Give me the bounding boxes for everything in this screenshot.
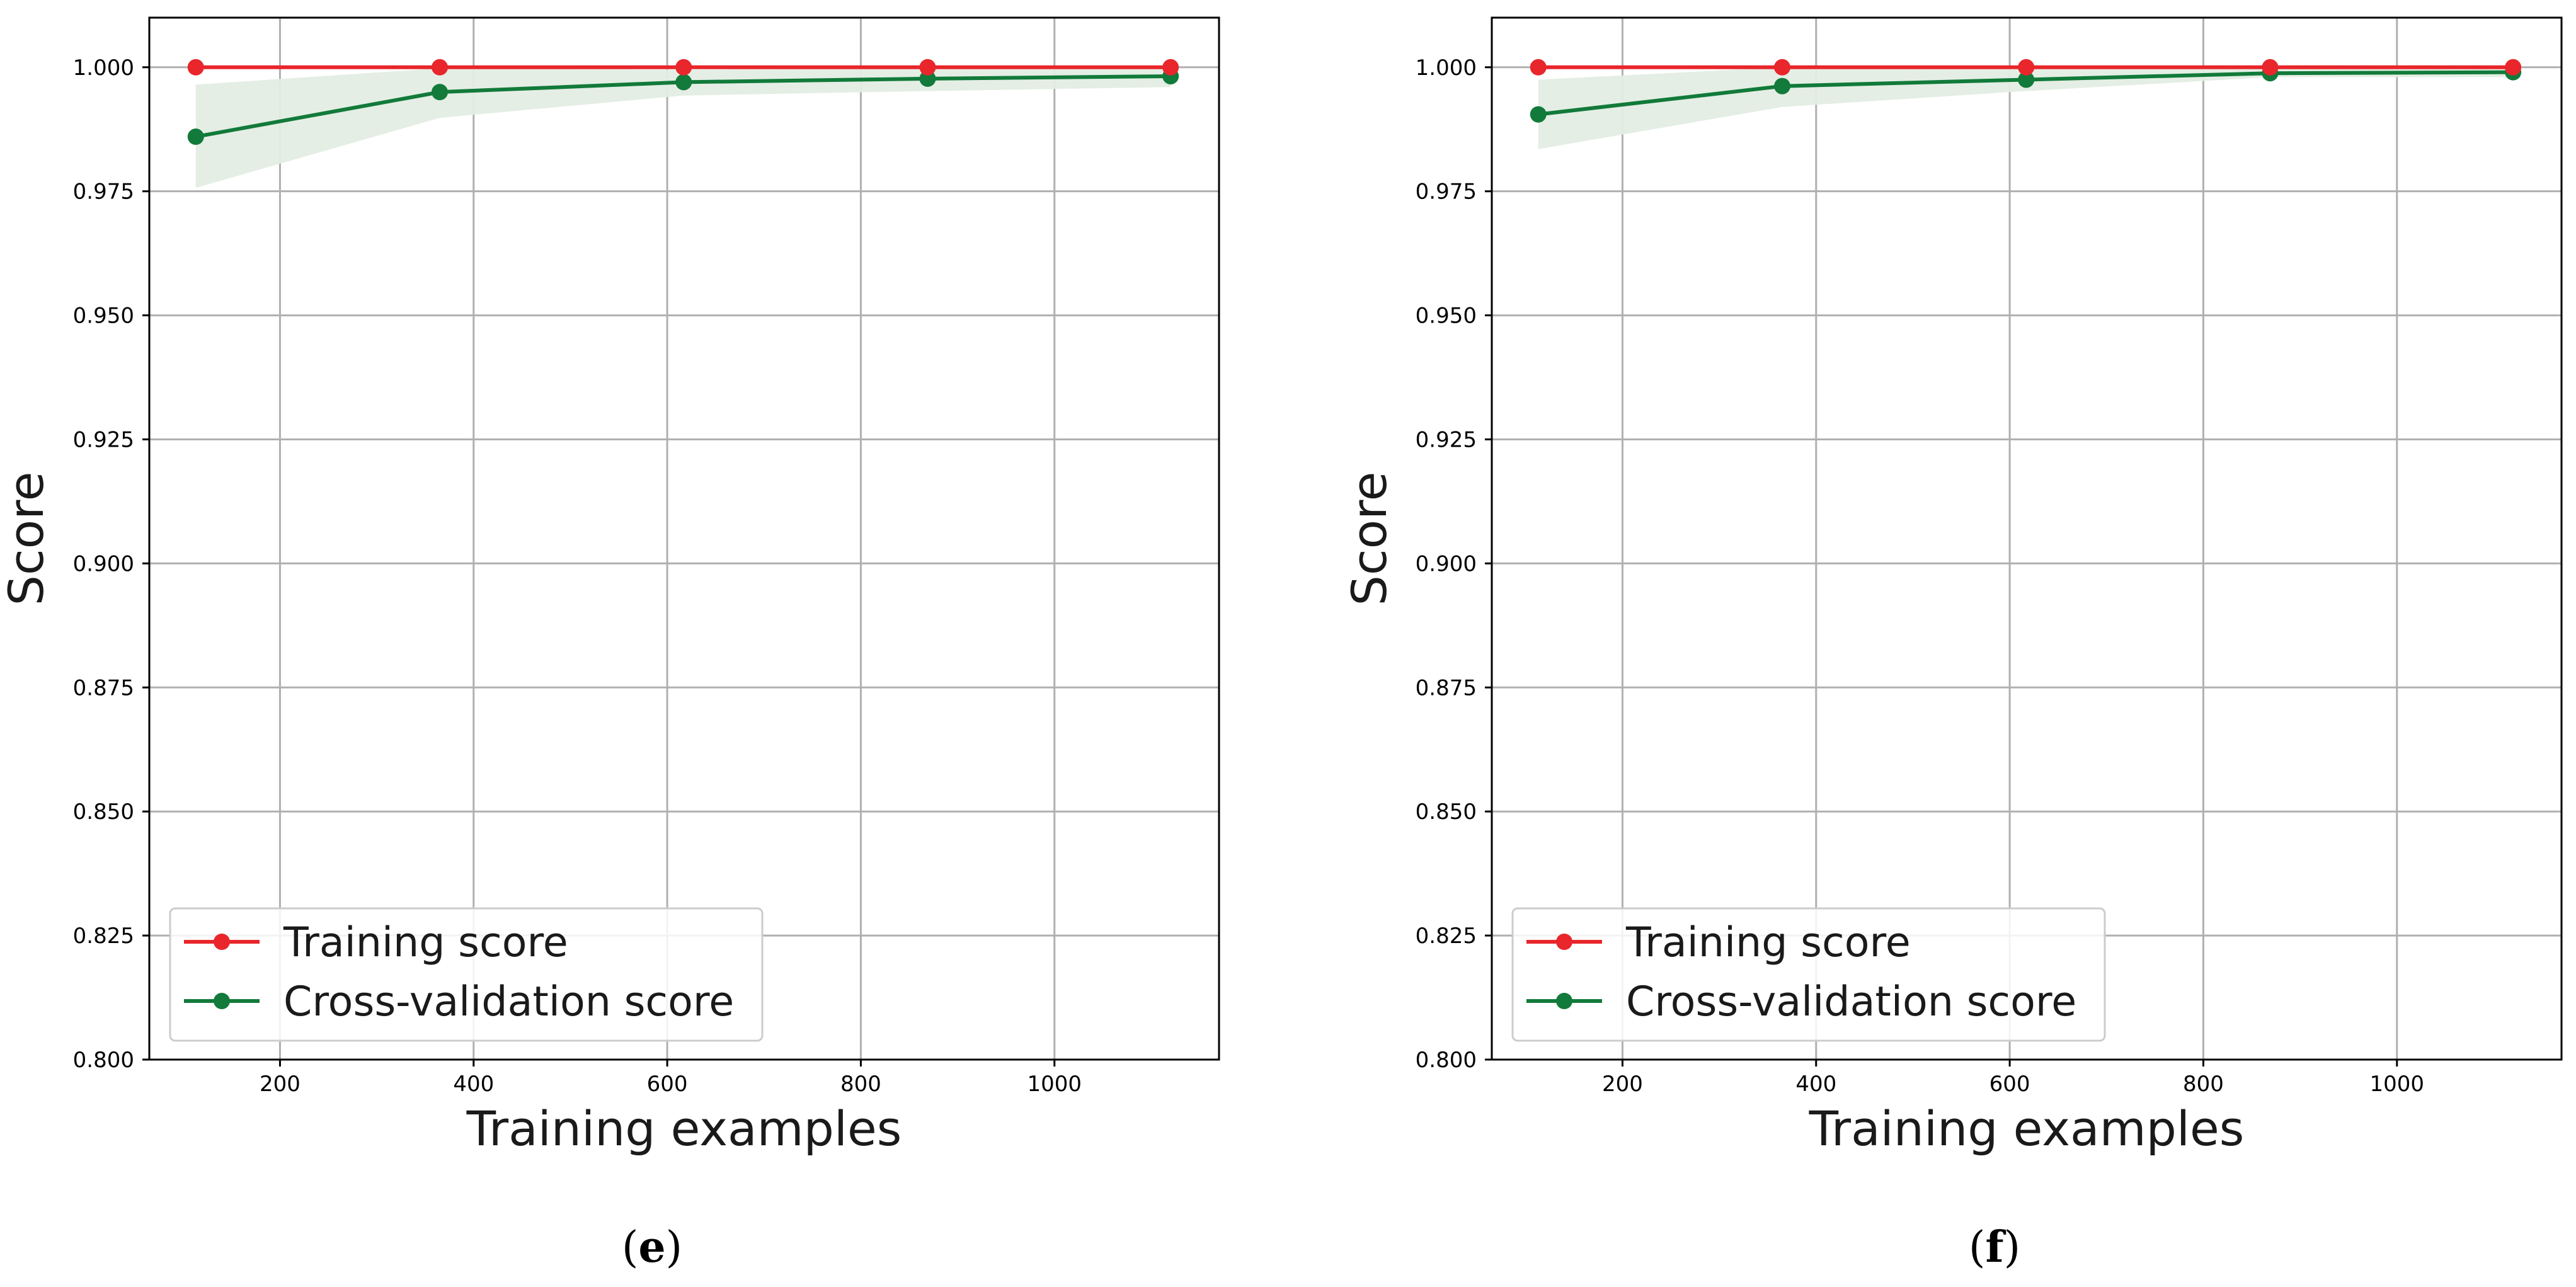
legend-training-score-marker xyxy=(214,934,230,950)
caption-open-paren: ( xyxy=(622,1223,639,1273)
y-tick-label: 0.925 xyxy=(73,427,134,452)
x-tick-label: 200 xyxy=(1602,1072,1643,1097)
training-score-point xyxy=(675,59,692,76)
legend-training-score-marker xyxy=(1556,934,1572,950)
caption-letter: e xyxy=(638,1222,665,1273)
y-tick-label: 0.800 xyxy=(1416,1048,1477,1073)
caption-letter: f xyxy=(1985,1222,2006,1273)
y-tick-label: 0.975 xyxy=(73,180,134,205)
y-tick-label: 0.925 xyxy=(1416,427,1477,452)
training-score-point xyxy=(187,59,204,76)
cv-score-point xyxy=(1530,106,1547,123)
training-score-point xyxy=(2262,59,2279,76)
y-tick-label: 0.875 xyxy=(73,675,134,701)
x-tick-label: 600 xyxy=(647,1072,688,1097)
y-axis-title: Score xyxy=(1341,472,1397,606)
y-tick-label: 0.975 xyxy=(1416,180,1477,205)
x-axis-title: Training examples xyxy=(466,1101,902,1157)
y-tick-label: 0.950 xyxy=(1416,304,1477,329)
cv-score-point xyxy=(187,129,204,146)
y-tick-label: 0.825 xyxy=(73,924,134,949)
legend-cv-score-marker xyxy=(1556,993,1572,1009)
cv-score-point xyxy=(919,70,936,87)
x-tick-label: 1000 xyxy=(2370,1072,2425,1097)
caption-open-paren: ( xyxy=(1969,1223,1986,1273)
y-axis-title: Score xyxy=(0,472,54,606)
y-tick-label: 0.875 xyxy=(1416,675,1477,701)
panel-caption: (f) xyxy=(1969,1222,2020,1273)
y-tick-label: 0.825 xyxy=(1416,924,1477,949)
legend-training-score-label: Training score xyxy=(1625,919,1911,966)
training-score-point xyxy=(919,59,936,76)
x-tick-label: 400 xyxy=(1795,1072,1836,1097)
cv-score-point xyxy=(1773,77,1790,94)
legend-cv-score-label: Cross-validation score xyxy=(283,978,734,1026)
y-tick-label: 1.000 xyxy=(73,55,134,81)
caption-close-paren: ) xyxy=(2004,1223,2021,1273)
y-tick-label: 1.000 xyxy=(1416,55,1477,81)
legend-box xyxy=(169,907,764,1042)
training-score-point xyxy=(2505,59,2522,76)
y-tick-label: 0.900 xyxy=(73,551,134,576)
training-score-point xyxy=(1530,59,1547,76)
cv-score-point xyxy=(431,84,448,101)
legend-training-score-label: Training score xyxy=(283,919,568,966)
chart-panel-e: 200 400 600 800 1000 0.800 0.825 0.850 0.875 0.90… xyxy=(0,16,1220,1273)
x-tick-label: 200 xyxy=(260,1072,301,1097)
y-tick-label: 0.900 xyxy=(1416,551,1477,576)
y-tick-label: 0.800 xyxy=(73,1048,134,1073)
caption-close-paren: ) xyxy=(666,1223,683,1273)
y-tick-label: 0.950 xyxy=(73,304,134,329)
x-tick-label: 1000 xyxy=(1028,1072,1082,1097)
panel-caption: (e) xyxy=(622,1222,682,1273)
chart-panel-f: 200 400 600 800 1000 0.800 0.825 0.850 0.875 0.90… xyxy=(1341,16,2563,1273)
cv-score-point xyxy=(675,74,692,91)
plot-frame xyxy=(1491,16,2563,1061)
x-tick-label: 600 xyxy=(1989,1072,2030,1097)
plot-frame xyxy=(148,16,1220,1061)
y-tick-label: 0.850 xyxy=(73,799,134,825)
cv-score-point xyxy=(2018,71,2035,88)
legend-box xyxy=(1511,907,2106,1042)
training-score-point xyxy=(1162,59,1179,76)
training-score-point xyxy=(2018,59,2035,76)
x-tick-label: 800 xyxy=(840,1072,881,1097)
x-axis-title: Training examples xyxy=(1809,1101,2245,1157)
legend-cv-score-marker xyxy=(214,993,230,1009)
legend-cv-score-label: Cross-validation score xyxy=(1626,978,2076,1026)
training-score-point xyxy=(431,59,448,76)
x-tick-label: 800 xyxy=(2183,1072,2224,1097)
training-score-point xyxy=(1773,59,1790,76)
y-tick-label: 0.850 xyxy=(1416,799,1477,825)
x-tick-label: 400 xyxy=(453,1072,494,1097)
